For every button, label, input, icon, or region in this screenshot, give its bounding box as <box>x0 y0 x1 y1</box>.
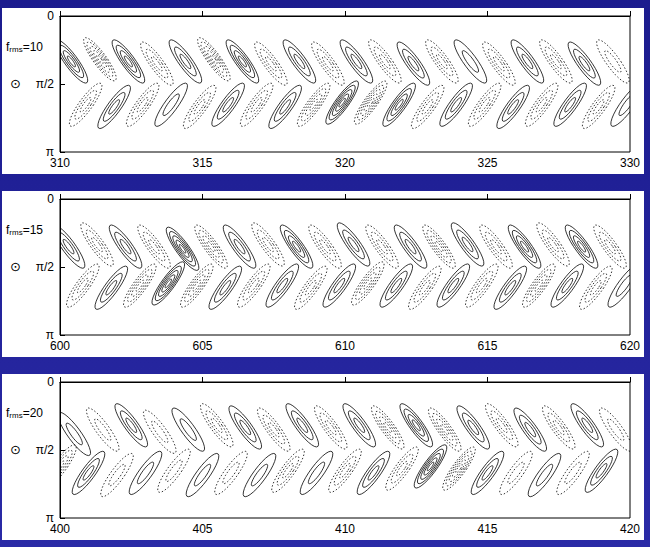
svg-text:⊙: ⊙ <box>10 442 21 457</box>
svg-text:0: 0 <box>47 192 54 206</box>
svg-text:330: 330 <box>620 156 640 170</box>
svg-text:615: 615 <box>477 339 497 353</box>
svg-text:400: 400 <box>50 522 70 536</box>
svg-text:rms: rms <box>9 411 22 420</box>
svg-text:600: 600 <box>50 339 70 353</box>
svg-text:rms: rms <box>9 228 22 237</box>
svg-text:320: 320 <box>335 156 355 170</box>
svg-text:rms: rms <box>9 45 22 54</box>
svg-text:0: 0 <box>47 9 54 23</box>
svg-text:=10: =10 <box>23 40 44 54</box>
svg-text:π: π <box>45 328 54 342</box>
svg-text:0: 0 <box>47 375 54 389</box>
svg-text:π/2: π/2 <box>36 443 55 457</box>
svg-text:620: 620 <box>620 339 640 353</box>
svg-text:π: π <box>45 511 54 525</box>
svg-text:⊙: ⊙ <box>10 76 21 91</box>
svg-text:405: 405 <box>192 522 212 536</box>
svg-text:π: π <box>45 145 54 159</box>
svg-text:f: f <box>6 406 10 420</box>
svg-text:π/2: π/2 <box>36 77 55 91</box>
svg-text:=20: =20 <box>23 406 44 420</box>
svg-text:410: 410 <box>335 522 355 536</box>
svg-text:310: 310 <box>50 156 70 170</box>
svg-text:605: 605 <box>192 339 212 353</box>
svg-text:420: 420 <box>620 522 640 536</box>
svg-text:π/2: π/2 <box>36 260 55 274</box>
svg-text:610: 610 <box>335 339 355 353</box>
svg-text:415: 415 <box>477 522 497 536</box>
svg-text:⊙: ⊙ <box>10 259 21 274</box>
svg-text:=15: =15 <box>23 223 44 237</box>
svg-text:f: f <box>6 223 10 237</box>
svg-text:315: 315 <box>192 156 212 170</box>
svg-text:325: 325 <box>477 156 497 170</box>
svg-text:f: f <box>6 40 10 54</box>
